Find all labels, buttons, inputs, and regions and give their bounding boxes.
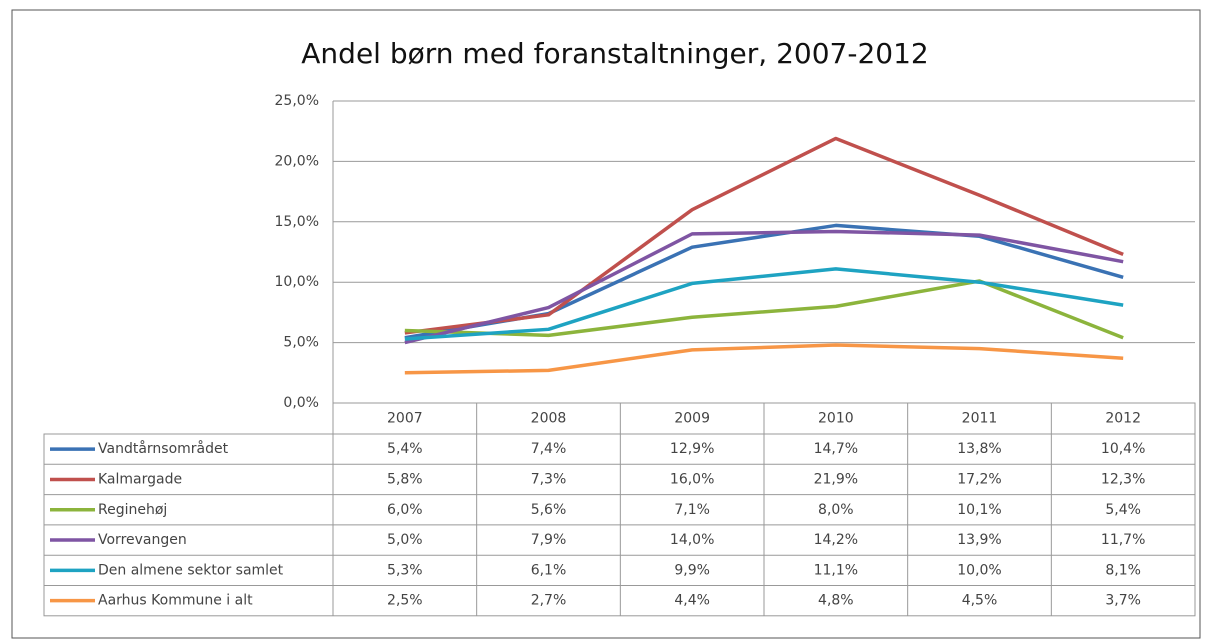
series-line [404, 229, 1124, 345]
legend-label: Den almene sektor samlet [98, 562, 284, 578]
legend-label: Vorrevangen [98, 532, 187, 548]
table-cell: 6,1% [531, 562, 567, 578]
table-cell: 7,3% [531, 471, 567, 487]
table-cell: 10,0% [957, 562, 1001, 578]
series-line [404, 343, 1124, 375]
table-cell: 14,7% [814, 441, 858, 457]
x-tick-label: 2011 [962, 411, 998, 427]
table-cell: 5,0% [387, 532, 423, 548]
y-tick-label: 10,0% [275, 274, 319, 290]
legend-label: Vandtårnsområdet [98, 440, 229, 457]
x-tick-label: 2007 [387, 411, 423, 427]
table-cell: 4,5% [962, 593, 998, 609]
table-cell: 13,9% [957, 532, 1001, 548]
table-cell: 14,2% [814, 532, 858, 548]
table-cell: 11,7% [1101, 532, 1145, 548]
x-tick-label: 2009 [674, 411, 710, 427]
x-tick-label: 2010 [818, 411, 854, 427]
table-cell: 6,0% [387, 502, 423, 518]
table-cell: 8,1% [1105, 562, 1141, 578]
table-cell: 5,6% [531, 502, 567, 518]
table-cell: 2,7% [531, 593, 567, 609]
table-cell: 2,5% [387, 593, 423, 609]
table-cell: 4,4% [674, 593, 710, 609]
table-cell: 12,3% [1101, 471, 1145, 487]
table-cell: 10,1% [957, 502, 1001, 518]
table-cell: 13,8% [957, 441, 1001, 457]
table-cell: 3,7% [1105, 593, 1141, 609]
table-cell: 12,9% [670, 441, 714, 457]
table-cell: 16,0% [670, 471, 714, 487]
y-tick-label: 25,0% [275, 93, 319, 109]
series-line [404, 136, 1124, 335]
table-cell: 5,8% [387, 471, 423, 487]
y-tick-label: 5,0% [283, 335, 319, 351]
series-line [404, 279, 1124, 340]
x-tick-label: 2008 [531, 411, 567, 427]
table-cell: 9,9% [674, 562, 710, 578]
legend-label: Aarhus Kommune i alt [98, 593, 253, 609]
table-cell: 4,8% [818, 593, 854, 609]
table-cell: 5,3% [387, 562, 423, 578]
table-cell: 10,4% [1101, 441, 1145, 457]
frame [11, 9, 1201, 639]
table-cell: 7,4% [531, 441, 567, 457]
table-cell: 14,0% [670, 532, 714, 548]
table-cell: 7,9% [531, 532, 567, 548]
y-tick-label: 15,0% [275, 214, 319, 230]
legend-label: Reginehøj [98, 502, 167, 518]
table-cell: 5,4% [387, 441, 423, 457]
table-cell: 21,9% [814, 471, 858, 487]
table-cell: 17,2% [957, 471, 1001, 487]
table-cell: 11,1% [814, 562, 858, 578]
table-cell: 7,1% [674, 502, 710, 518]
table-cell: 5,4% [1105, 502, 1141, 518]
y-tick-label: 20,0% [275, 153, 319, 169]
chart-title: Andel børn med foranstaltninger, 2007-20… [301, 37, 928, 70]
x-tick-label: 2012 [1105, 411, 1141, 427]
y-tick-label: 0,0% [283, 395, 319, 411]
series-line [404, 267, 1124, 341]
table-cell: 8,0% [818, 502, 854, 518]
legend-label: Kalmargade [98, 471, 182, 487]
